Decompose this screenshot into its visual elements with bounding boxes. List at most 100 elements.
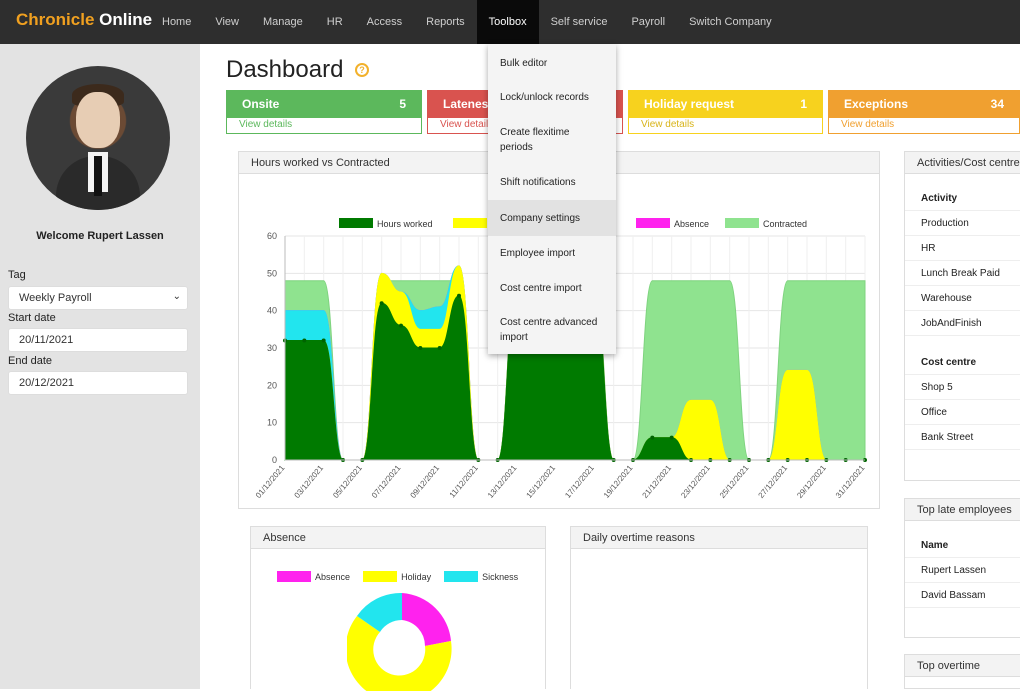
legend-absence-label: Absence	[315, 571, 351, 582]
holiday-view-details[interactable]: View details	[628, 118, 823, 134]
x-tick-label: 11/12/2021	[448, 463, 481, 499]
hours-worked-point	[379, 301, 384, 306]
holiday-count: 1	[800, 97, 807, 111]
legend-label: Hours worked	[377, 219, 433, 229]
nav-reports[interactable]: Reports	[426, 16, 465, 28]
x-tick-label: 19/12/2021	[602, 463, 635, 500]
exceptions-view-details[interactable]: View details	[828, 118, 1020, 134]
costcentre-row: Bank Street	[905, 425, 1020, 450]
holiday-card-head: Holiday request 1	[628, 90, 823, 118]
x-tick-label: 07/12/2021	[370, 463, 403, 500]
start-date-label: Start date	[8, 312, 56, 324]
menu-employee-import[interactable]: Employee import	[500, 247, 576, 259]
nav-payroll[interactable]: Payroll	[631, 16, 666, 28]
nav-hr[interactable]: HR	[326, 16, 343, 28]
menu-lock-unlock-records[interactable]: Lock/unlock records	[500, 91, 589, 103]
nav-view[interactable]: View	[215, 16, 239, 28]
top-overtime-title: Top overtime	[905, 655, 1020, 677]
absence-legend: Absence Holiday Sickness	[277, 571, 528, 585]
legend-holiday[interactable]: Holiday	[363, 571, 431, 582]
y-tick-label: 50	[267, 268, 277, 278]
hours-worked-point	[399, 323, 403, 328]
welcome-text: Welcome Rupert Lassen	[36, 230, 164, 242]
hours-worked-point	[437, 346, 442, 350]
activity-header: Activity	[905, 186, 1020, 211]
y-tick-label: 20	[267, 380, 277, 390]
menu-bulk-editor[interactable]: Bulk editor	[500, 57, 548, 69]
x-tick-label: 15/12/2021	[525, 463, 558, 500]
daily-overtime-title: Daily overtime reasons	[571, 527, 867, 549]
x-tick-label: 29/12/2021	[795, 463, 828, 500]
end-date-label: End date	[8, 355, 53, 367]
y-tick-label: 0	[272, 455, 277, 465]
x-tick-label: 01/12/2021	[254, 463, 287, 500]
menu-shift-notifications[interactable]: Shift notifications	[500, 176, 576, 188]
activity-row: Production	[905, 211, 1020, 236]
onsite-card-head: Onsite 5	[226, 90, 422, 118]
legend-swatch-holiday	[453, 218, 487, 228]
costcentre-row: Office	[905, 400, 1020, 425]
nav-self-service[interactable]: Self service	[550, 16, 608, 28]
sidebar: Welcome Rupert Lassen Tag Weekly Payroll…	[0, 44, 200, 689]
nav-toolbox[interactable]: Toolbox	[476, 0, 539, 44]
menu-company-settings[interactable]: Company settings	[488, 200, 616, 236]
menu-cost-centre-import[interactable]: Cost centre import	[500, 282, 582, 294]
donut-sickness-slice[interactable]	[357, 592, 402, 632]
hours-worked-point	[321, 338, 326, 343]
exceptions-count: 34	[990, 97, 1004, 111]
donut-absence-slice[interactable]	[402, 593, 451, 646]
tag-label: Tag	[8, 269, 26, 281]
x-tick-label: 21/12/2021	[641, 463, 674, 500]
nav-access[interactable]: Access	[366, 16, 403, 28]
onsite-label: Onsite	[242, 97, 280, 111]
absence-title: Absence	[251, 527, 545, 549]
activity-row: HR	[905, 236, 1020, 261]
legend-sickness[interactable]: Sickness	[444, 571, 518, 582]
lateness-label: Lateness	[443, 97, 496, 111]
x-tick-label: 17/12/2021	[563, 463, 596, 500]
menu-cost-centre-advanced-import[interactable]: Cost centre advanced import	[500, 317, 598, 343]
start-date-input[interactable]: 20/11/2021	[8, 328, 188, 352]
activity-row: Warehouse	[905, 286, 1020, 311]
menu-create-flexitime-periods[interactable]: Create flexitime periods	[500, 127, 570, 153]
chevron-down-icon: ⌄	[172, 291, 181, 302]
nav-manage[interactable]: Manage	[263, 16, 303, 28]
avatar	[26, 66, 170, 210]
legend-holiday-label: Holiday	[401, 571, 432, 582]
top-overtime-panel: Top overtime	[904, 654, 1020, 689]
top-navbar: Chronicle Online Home View Manage HR Acc…	[0, 0, 1020, 44]
legend-absence[interactable]: Absence	[277, 571, 350, 582]
x-tick-label: 27/12/2021	[757, 463, 790, 500]
exceptions-card: Exceptions 34 View details	[828, 90, 1020, 136]
app-logo[interactable]: Chronicle Online	[16, 10, 152, 30]
x-tick-label: 03/12/2021	[293, 463, 326, 500]
logo-part1: Chronicle	[16, 10, 95, 29]
holiday-request-card: Holiday request 1 View details	[628, 90, 823, 136]
main-nav: Home View Manage HR Access Reports Toolb…	[150, 0, 784, 44]
onsite-count: 5	[399, 97, 406, 111]
daily-overtime-panel: Daily overtime reasons	[570, 526, 868, 689]
nav-switch-company[interactable]: Switch Company	[689, 16, 772, 28]
legend-swatch-contracted	[725, 218, 759, 228]
top-late-title: Top late employees	[905, 499, 1020, 521]
onsite-card: Onsite 5 View details	[226, 90, 422, 136]
legend-swatch-absence	[636, 218, 670, 228]
x-tick-label: 23/12/2021	[679, 463, 712, 500]
nav-home[interactable]: Home	[162, 16, 192, 28]
donut-holiday-slice[interactable]	[347, 616, 452, 691]
costcentre-row: Shop 5	[905, 375, 1020, 400]
activities-panel: Activities/Cost centre Activity Producti…	[904, 151, 1020, 481]
absence-panel: Absence Absence Holiday Sickness	[250, 526, 546, 691]
sickness-swatch	[444, 571, 479, 582]
exceptions-card-head: Exceptions 34	[828, 90, 1020, 118]
y-tick-label: 60	[267, 231, 277, 241]
y-tick-label: 10	[267, 418, 277, 428]
hours-worked-point	[302, 338, 307, 343]
exceptions-label: Exceptions	[844, 97, 909, 111]
toolbox-dropdown: Bulk editor Lock/unlock records Create f…	[488, 44, 616, 354]
onsite-view-details[interactable]: View details	[226, 118, 422, 134]
late-row: Rupert Lassen	[905, 558, 1020, 583]
tag-select[interactable]: Weekly Payroll ⌄	[8, 286, 188, 310]
help-icon[interactable]: ?	[355, 63, 369, 77]
end-date-input[interactable]: 20/12/2021	[8, 371, 188, 395]
